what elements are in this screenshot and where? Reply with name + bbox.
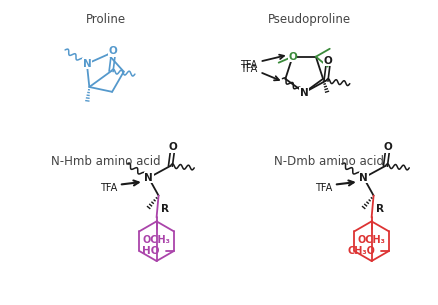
Text: N-Dmb amino acid: N-Dmb amino acid	[274, 155, 384, 168]
Text: N: N	[359, 173, 368, 183]
Text: O: O	[324, 56, 332, 66]
Text: R: R	[161, 203, 169, 213]
Text: Pseudoproline: Pseudoproline	[268, 13, 351, 26]
Text: TFA: TFA	[240, 64, 258, 74]
Text: O: O	[383, 142, 392, 152]
Text: Proline: Proline	[86, 13, 126, 26]
Text: TFA: TFA	[100, 183, 117, 193]
Text: N-Hmb amino acid: N-Hmb amino acid	[51, 155, 161, 168]
Text: O: O	[168, 142, 177, 152]
Text: OCH₃: OCH₃	[143, 235, 170, 245]
Text: OCH₃: OCH₃	[358, 235, 385, 245]
Text: TFA: TFA	[240, 59, 258, 70]
Text: N: N	[300, 88, 309, 98]
Text: TFA: TFA	[315, 183, 332, 193]
Text: O: O	[109, 46, 117, 56]
Text: HO: HO	[142, 246, 160, 256]
Text: N: N	[144, 173, 153, 183]
Text: O: O	[288, 52, 297, 62]
Text: CH₃O: CH₃O	[347, 246, 375, 256]
Text: R: R	[375, 203, 384, 213]
Text: N: N	[82, 59, 91, 69]
